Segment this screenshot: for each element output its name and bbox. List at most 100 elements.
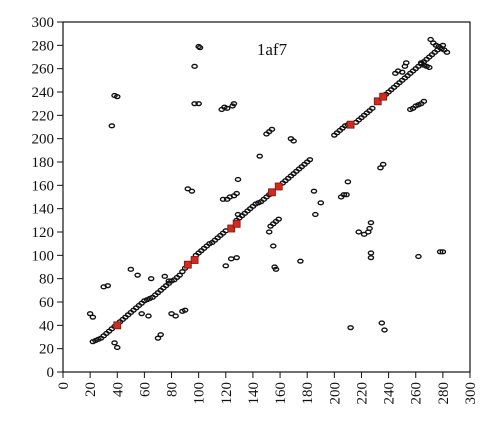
- contact-point: [381, 327, 388, 333]
- x-tick-label: 200: [327, 382, 343, 405]
- y-tick-label: 180: [32, 155, 55, 171]
- contact-point: [233, 190, 240, 197]
- contact-point: [272, 266, 280, 272]
- highlight-point: [227, 224, 236, 233]
- contact-point: [297, 258, 304, 264]
- contact-point: [191, 63, 198, 69]
- contact-point: [443, 49, 451, 55]
- contact-point: [367, 220, 375, 226]
- contact-point: [222, 263, 230, 269]
- x-tick-label: 260: [409, 382, 425, 405]
- x-axis: 0 20 40 60 80 100 120 140 160 180 200 220 240 260 280 3…: [56, 372, 479, 405]
- contact-point: [312, 211, 319, 218]
- highlight-point: [268, 188, 276, 197]
- contact-point: [379, 161, 387, 167]
- contact-point: [233, 255, 240, 261]
- x-tick-label: 0: [56, 382, 72, 390]
- contact-point: [310, 188, 318, 194]
- contact-point: [439, 249, 447, 255]
- contact-point: [369, 105, 376, 111]
- contact-point: [415, 253, 422, 260]
- x-tick-label: 20: [83, 382, 99, 397]
- contact-point: [157, 332, 164, 338]
- contact-point: [219, 196, 227, 202]
- y-tick-label: 300: [32, 15, 55, 31]
- highlight-point: [232, 219, 241, 228]
- contact-point: [138, 311, 145, 317]
- contact-point: [181, 307, 189, 313]
- x-tick-label: 300: [463, 382, 479, 405]
- contact-point: [113, 344, 121, 351]
- contact-point: [366, 225, 373, 232]
- contact-point: [223, 105, 231, 111]
- contact-point: [306, 157, 314, 163]
- y-tick-label: 40: [39, 318, 54, 334]
- contact-point: [420, 98, 428, 104]
- plot-frame: [62, 21, 471, 373]
- contact-point: [355, 229, 363, 235]
- y-tick-label: 200: [32, 132, 55, 148]
- highlight-point: [274, 182, 283, 191]
- contact-point: [147, 276, 155, 282]
- x-tick-label: 160: [273, 382, 289, 405]
- contact-point: [402, 60, 410, 66]
- x-tick-label: 80: [165, 382, 181, 397]
- contact-point: [172, 313, 179, 319]
- y-tick-label: 120: [32, 225, 55, 241]
- x-tick-label: 120: [219, 382, 235, 405]
- highlight-point: [379, 92, 388, 101]
- y-tick-label: 160: [32, 178, 55, 194]
- x-tick-label: 280: [436, 382, 452, 405]
- highlight-point: [373, 97, 382, 106]
- contact-point: [161, 273, 169, 279]
- contact-point: [265, 229, 273, 235]
- x-tick-label: 40: [110, 382, 126, 397]
- contact-point: [113, 94, 121, 100]
- contact-point: [108, 123, 116, 129]
- contact-point: [134, 272, 141, 278]
- x-tick-label: 220: [354, 382, 370, 405]
- highlight-point: [113, 321, 122, 330]
- contact-point: [145, 313, 152, 319]
- x-tick-label: 140: [246, 382, 262, 405]
- contact-point: [104, 283, 112, 289]
- contact-point: [111, 340, 118, 346]
- contact-point: [378, 320, 386, 326]
- y-tick-label: 280: [32, 38, 55, 54]
- contact-point: [191, 101, 198, 107]
- contact-point: [343, 192, 350, 198]
- x-tick-label: 60: [137, 382, 153, 397]
- y-tick-label: 220: [32, 108, 55, 124]
- contact-point: [290, 138, 297, 144]
- contact-point: [425, 64, 433, 71]
- contact-point: [230, 101, 238, 107]
- x-tick-label: 240: [382, 382, 398, 405]
- contact-point: [398, 69, 406, 75]
- contact-point: [234, 211, 242, 218]
- contact-point: [127, 266, 135, 272]
- contact-point: [340, 192, 348, 198]
- y-tick-label: 240: [32, 85, 55, 101]
- contact-point: [165, 278, 173, 284]
- contact-point: [436, 249, 444, 255]
- contact-point: [367, 255, 375, 261]
- contact-point: [344, 179, 352, 185]
- highlight-points: [113, 92, 388, 330]
- highlight-point: [183, 260, 192, 269]
- chart-title: 1af7: [257, 40, 288, 59]
- y-tick-label: 20: [39, 342, 54, 358]
- contact-point: [275, 216, 283, 222]
- contact-point: [196, 45, 204, 51]
- contact-point: [188, 188, 196, 194]
- y-tick-label: 0: [47, 365, 55, 381]
- contact-point: [89, 314, 97, 320]
- highlight-point: [190, 256, 199, 264]
- contact-point: [256, 153, 264, 159]
- contact-point: [367, 250, 375, 256]
- y-tick-label: 140: [32, 202, 55, 218]
- y-tick-label: 100: [32, 248, 55, 264]
- x-tick-label: 100: [192, 382, 208, 405]
- contact-point: [234, 176, 242, 183]
